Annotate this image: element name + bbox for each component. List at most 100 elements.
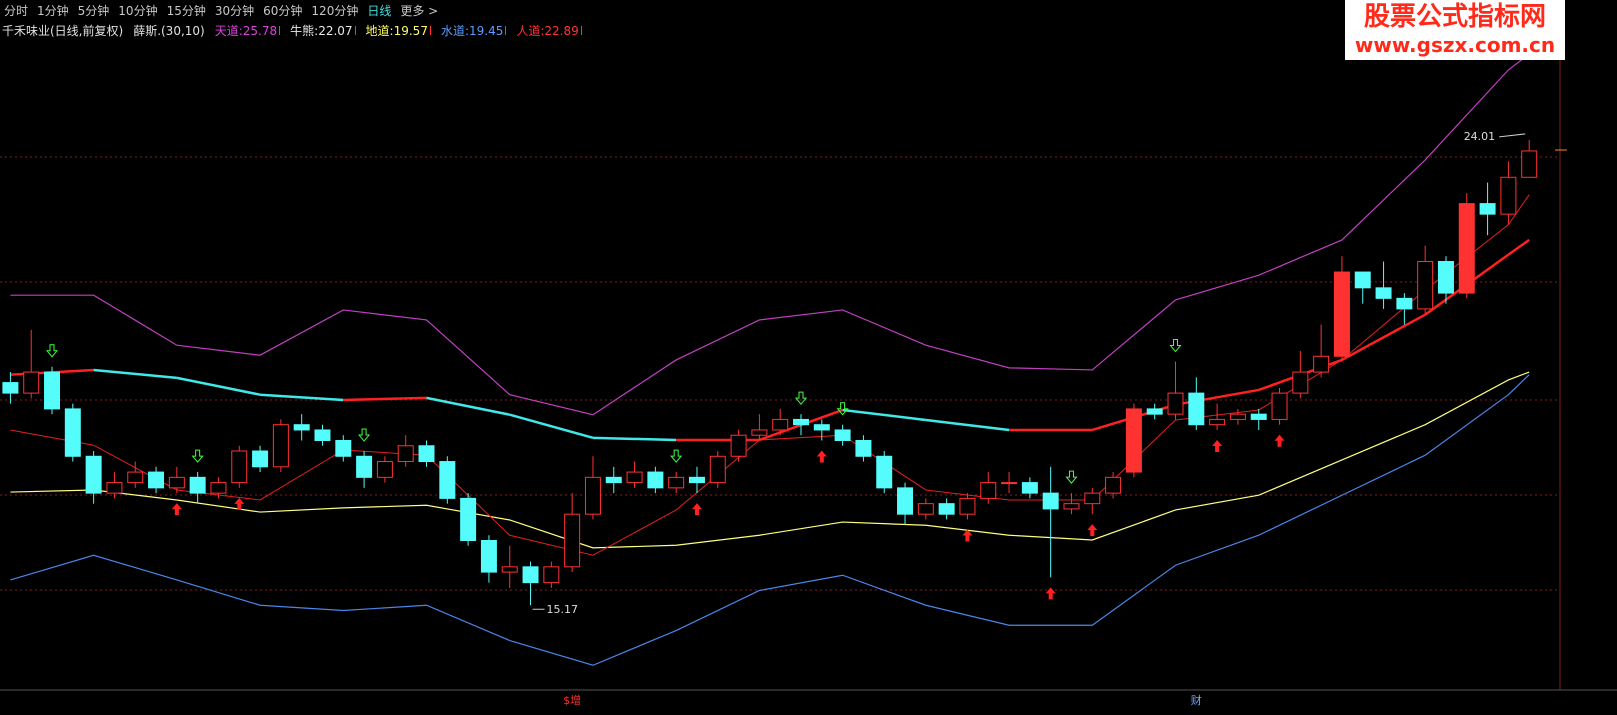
buy-signal <box>691 503 702 516</box>
period-tab[interactable]: 10分钟 <box>118 4 158 18</box>
bottom-label: $增 <box>563 693 581 707</box>
period-tab[interactable]: 更多 > <box>400 4 439 18</box>
candle-body <box>1479 203 1496 215</box>
candle-body <box>1042 492 1059 510</box>
candle-body <box>501 566 518 573</box>
candle-body <box>1001 482 1018 485</box>
candle-body <box>189 476 206 494</box>
sell-signal <box>358 428 371 442</box>
sell-signal <box>794 391 808 405</box>
buy-signal <box>1087 524 1098 537</box>
candle-body <box>1333 271 1350 357</box>
candle-body <box>793 418 809 426</box>
sell-signal <box>45 344 59 358</box>
candle-body <box>1209 418 1226 426</box>
candle-body <box>564 513 581 568</box>
trend-segment <box>509 413 594 440</box>
candle-body <box>418 445 435 463</box>
period-tab[interactable]: 60分钟 <box>263 4 303 18</box>
trend-segment <box>259 393 344 402</box>
candle-body <box>1500 176 1517 215</box>
watermark: 股票公式指标网 www.gszx.com.cn <box>1345 0 1565 60</box>
candle-body <box>1417 261 1434 310</box>
candle-body <box>709 455 726 484</box>
candle-body <box>688 476 705 484</box>
period-tab[interactable]: 1分钟 <box>37 4 69 18</box>
readout-value: 19.57 <box>394 24 431 38</box>
candle-body <box>314 429 331 441</box>
readout: 水道:19.45 <box>441 22 506 39</box>
candle-body <box>356 455 373 478</box>
watermark-url: www.gszx.com.cn <box>1354 33 1556 57</box>
period-tab[interactable]: 日线 <box>367 4 392 18</box>
candle-body <box>917 503 934 515</box>
candle-body <box>1396 297 1413 310</box>
candle-body <box>543 566 560 584</box>
watermark-title: 股票公式指标网 <box>1363 2 1546 32</box>
period-tab[interactable]: 30分钟 <box>214 4 255 18</box>
candle-body <box>730 434 747 457</box>
candle-body <box>460 497 477 542</box>
indicator-line <box>10 371 1530 549</box>
grid <box>0 156 1560 591</box>
candle-body <box>938 503 955 515</box>
candle-body <box>626 471 643 484</box>
candle-body <box>1292 371 1309 394</box>
trend-segment <box>592 436 677 442</box>
period-tab[interactable]: 分时 <box>4 4 29 18</box>
trend-segment <box>176 376 261 396</box>
stock-title: 千禾味业(日线,前复权) <box>2 24 124 38</box>
candle-body <box>522 566 539 584</box>
candle-body <box>897 487 914 515</box>
candles <box>2 139 1538 606</box>
readout-value: 22.89 <box>544 24 581 38</box>
readout-label: 水道: <box>440 24 469 38</box>
candle-body <box>668 476 685 489</box>
readout: 地道:19.57 <box>366 22 431 39</box>
trend-segment <box>842 408 926 422</box>
candle-body <box>605 476 622 484</box>
candle-body <box>1125 408 1142 473</box>
candle-body <box>834 429 851 441</box>
candle-body <box>231 450 248 484</box>
candle-body <box>148 471 165 489</box>
candle-body <box>980 482 997 499</box>
indicator-header: 千禾味业(日线,前复权) 薛斯.(30,10) 天道:25.78 牛熊:22.07… <box>2 22 582 39</box>
candle-body <box>1105 476 1122 494</box>
candle-body <box>1250 413 1267 420</box>
readout-label: 牛熊: <box>290 24 319 38</box>
period-tab[interactable]: 120分钟 <box>311 4 359 18</box>
candle-body <box>772 418 789 431</box>
candle-body <box>106 482 123 494</box>
indicator-line <box>10 374 1530 666</box>
candle-body <box>1063 503 1080 510</box>
bottom-label: 财 <box>1191 693 1202 707</box>
readout: 天道:25.78 <box>215 22 280 39</box>
candle-body <box>64 408 81 457</box>
candle-body <box>1458 203 1475 294</box>
trend-segment <box>426 396 510 416</box>
candle-body <box>813 424 830 431</box>
period-tab[interactable]: 15分钟 <box>166 4 206 18</box>
trend-segment <box>1341 313 1426 362</box>
sell-signal <box>1169 339 1182 353</box>
candle-body <box>1437 261 1454 294</box>
candle-body <box>1521 150 1538 178</box>
readout-value: 19.45 <box>469 24 506 38</box>
readout-value: 22.07 <box>318 24 355 38</box>
readout-label: 地道: <box>365 24 394 38</box>
sell-signal <box>1065 470 1078 484</box>
candle-body <box>168 476 185 489</box>
candle-body <box>1271 392 1288 420</box>
candle-body <box>584 476 601 515</box>
period-tab[interactable]: 5分钟 <box>77 4 110 18</box>
trend-segment <box>1507 238 1530 256</box>
candle-body <box>439 461 456 499</box>
candle-body <box>1354 271 1371 289</box>
candle-body <box>397 445 414 463</box>
trend-segment <box>925 418 1010 432</box>
high-label: 24.01 <box>1464 130 1496 143</box>
candle-body <box>855 439 872 457</box>
